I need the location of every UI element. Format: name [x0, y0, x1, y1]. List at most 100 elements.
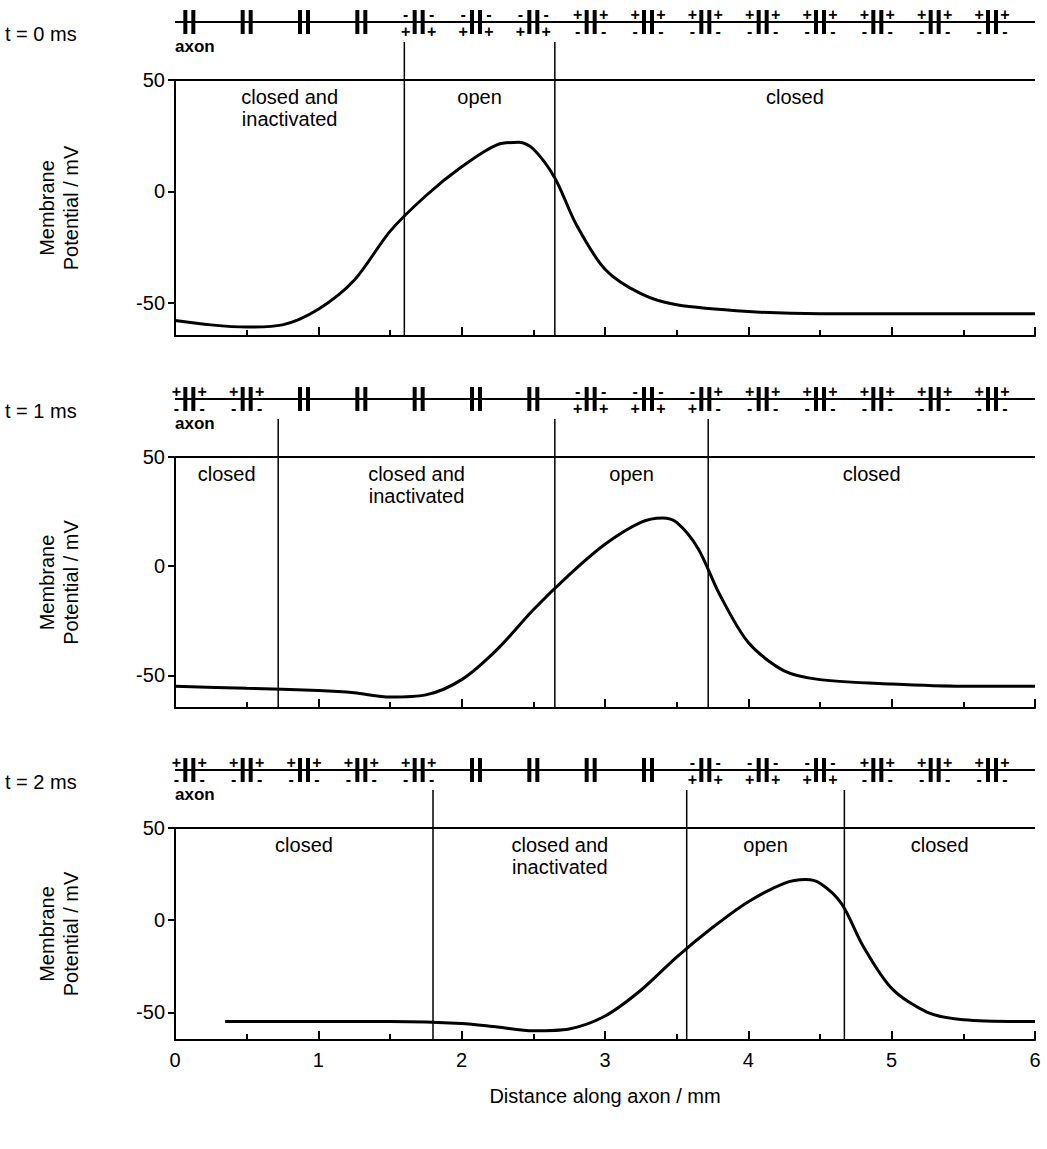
svg-text:-: - [372, 771, 377, 788]
svg-text:+: + [771, 771, 780, 788]
svg-text:Potential / mV: Potential / mV [60, 871, 82, 996]
svg-text:-: - [1002, 400, 1007, 417]
svg-text:closed and: closed and [368, 463, 465, 485]
svg-text:+: + [771, 6, 780, 23]
svg-text:+: + [229, 383, 238, 400]
svg-text:5: 5 [886, 1049, 897, 1071]
svg-text:+: + [886, 6, 895, 23]
svg-text:-: - [773, 754, 778, 771]
svg-text:+: + [860, 383, 869, 400]
svg-text:-: - [257, 400, 262, 417]
svg-text:+: + [656, 6, 665, 23]
svg-text:-: - [1002, 771, 1007, 788]
svg-text:-: - [231, 771, 236, 788]
svg-text:+: + [745, 383, 754, 400]
svg-text:open: open [457, 86, 502, 108]
svg-text:-: - [804, 23, 809, 40]
svg-text:closed and: closed and [241, 86, 338, 108]
svg-text:4: 4 [743, 1049, 754, 1071]
svg-text:-: - [919, 771, 924, 788]
svg-text:-: - [747, 23, 752, 40]
svg-text:-: - [716, 23, 721, 40]
svg-text:-: - [830, 23, 835, 40]
svg-text:-: - [632, 383, 637, 400]
svg-text:axon: axon [175, 414, 215, 433]
svg-text:closed and: closed and [511, 834, 608, 856]
svg-text:+: + [714, 383, 723, 400]
svg-text:-: - [346, 771, 351, 788]
svg-text:-: - [690, 754, 695, 771]
svg-text:-: - [888, 23, 893, 40]
svg-text:0: 0 [154, 180, 165, 202]
svg-text:+: + [484, 23, 493, 40]
svg-text:+: + [828, 771, 837, 788]
svg-text:+: + [172, 383, 181, 400]
svg-text:2: 2 [456, 1049, 467, 1071]
svg-text:+: + [828, 383, 837, 400]
svg-text:-: - [403, 771, 408, 788]
svg-text:-: - [976, 23, 981, 40]
svg-text:-: - [200, 771, 205, 788]
svg-text:+: + [229, 754, 238, 771]
svg-text:Potential / mV: Potential / mV [60, 520, 82, 645]
svg-text:-: - [888, 771, 893, 788]
svg-text:-: - [716, 400, 721, 417]
svg-text:+: + [370, 754, 379, 771]
svg-text:+: + [427, 23, 436, 40]
svg-text:closed: closed [766, 86, 824, 108]
svg-text:-: - [773, 23, 778, 40]
svg-text:+: + [802, 6, 811, 23]
svg-text:closed: closed [198, 463, 256, 485]
svg-text:+: + [1000, 754, 1009, 771]
svg-text:t = 2 ms: t = 2 ms [5, 771, 77, 793]
svg-text:+: + [198, 383, 207, 400]
svg-text:-: - [257, 771, 262, 788]
svg-text:axon: axon [175, 785, 215, 804]
svg-text:+: + [255, 383, 264, 400]
svg-text:-: - [919, 23, 924, 40]
svg-text:-: - [690, 383, 695, 400]
svg-text:-50: -50 [136, 1001, 165, 1023]
svg-text:+: + [542, 23, 551, 40]
svg-text:-: - [747, 754, 752, 771]
svg-text:Potential / mV: Potential / mV [60, 145, 82, 270]
svg-text:-: - [174, 771, 179, 788]
svg-text:-: - [288, 771, 293, 788]
svg-text:+: + [860, 754, 869, 771]
svg-text:+: + [943, 6, 952, 23]
svg-text:+: + [401, 23, 410, 40]
svg-text:+: + [714, 771, 723, 788]
svg-text:-: - [601, 23, 606, 40]
svg-text:Distance along axon / mm: Distance along axon / mm [489, 1085, 720, 1107]
svg-text:+: + [943, 383, 952, 400]
svg-text:-: - [200, 400, 205, 417]
svg-text:t = 1 ms: t = 1 ms [5, 400, 77, 422]
svg-text:-: - [830, 754, 835, 771]
svg-text:Membrane: Membrane [36, 535, 58, 631]
svg-text:-: - [919, 400, 924, 417]
svg-text:open: open [609, 463, 654, 485]
svg-text:-: - [174, 400, 179, 417]
svg-text:6: 6 [1029, 1049, 1040, 1071]
svg-text:-50: -50 [136, 664, 165, 686]
svg-text:-: - [862, 771, 867, 788]
svg-text:+: + [255, 754, 264, 771]
svg-text:inactivated: inactivated [512, 856, 608, 878]
svg-text:+: + [312, 754, 321, 771]
svg-text:+: + [917, 754, 926, 771]
svg-text:+: + [688, 771, 697, 788]
svg-text:+: + [1000, 6, 1009, 23]
svg-text:+: + [427, 754, 436, 771]
svg-text:+: + [917, 6, 926, 23]
svg-text:+: + [656, 400, 665, 417]
svg-text:50: 50 [143, 817, 165, 839]
svg-text:3: 3 [599, 1049, 610, 1071]
svg-text:-: - [575, 23, 580, 40]
svg-text:+: + [745, 771, 754, 788]
svg-text:0: 0 [154, 555, 165, 577]
svg-text:inactivated: inactivated [369, 485, 465, 507]
svg-text:-: - [747, 400, 752, 417]
svg-text:+: + [802, 383, 811, 400]
svg-text:-: - [1002, 23, 1007, 40]
svg-text:-: - [804, 400, 809, 417]
